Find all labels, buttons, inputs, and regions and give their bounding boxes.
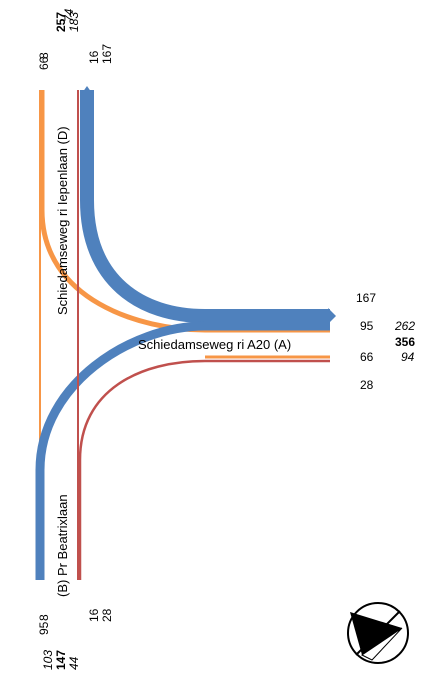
road-label-north: Schiedamseweg ri Iepenlaan (D) (55, 126, 70, 315)
right-flow-1: 167 (356, 291, 376, 305)
top-total-out-visible: 183 (67, 12, 81, 32)
top-total-in: 74 (62, 8, 76, 22)
road-label-east: Schiedamseweg ri A20 (A) (138, 337, 291, 352)
arrowhead-right-blue (328, 308, 336, 324)
bottom-flow-right-2: 28 (100, 608, 114, 622)
bottom-total-in: 103 (41, 650, 55, 670)
top-flow-left-2: 66 (37, 56, 51, 70)
right-flow-3: 66 (360, 350, 374, 364)
right-flow-2: 95 (360, 319, 374, 333)
right-total-in: 262 (394, 319, 415, 333)
top-flow-left-1: 8 (37, 52, 51, 59)
top-total: 257 (54, 12, 68, 32)
flow-band-red-a-b (78, 359, 330, 580)
flow-band-blue-b-a (35, 321, 330, 580)
bottom-flow-left-95: 95 (37, 621, 51, 635)
top-flow-right-2: 167 (100, 44, 114, 64)
bottom-flow-right-1: 16 (87, 608, 101, 622)
right-total-out: 94 (401, 350, 415, 364)
bottom-total-out: 44 (67, 656, 81, 670)
road-label-south: (B) Pr Beatrixlaan (55, 494, 70, 597)
arrowhead-top-blue (80, 86, 94, 96)
right-total: 356 (395, 335, 415, 349)
bottom-flow-left-1: 8 (37, 614, 51, 621)
right-flow-4: 28 (360, 378, 374, 392)
bottom-total: 147 (54, 650, 68, 670)
north-arrow-icon (347, 602, 409, 664)
flow-band-blue-d-a (80, 90, 330, 323)
top-flow-right-1: 16 (87, 50, 101, 64)
